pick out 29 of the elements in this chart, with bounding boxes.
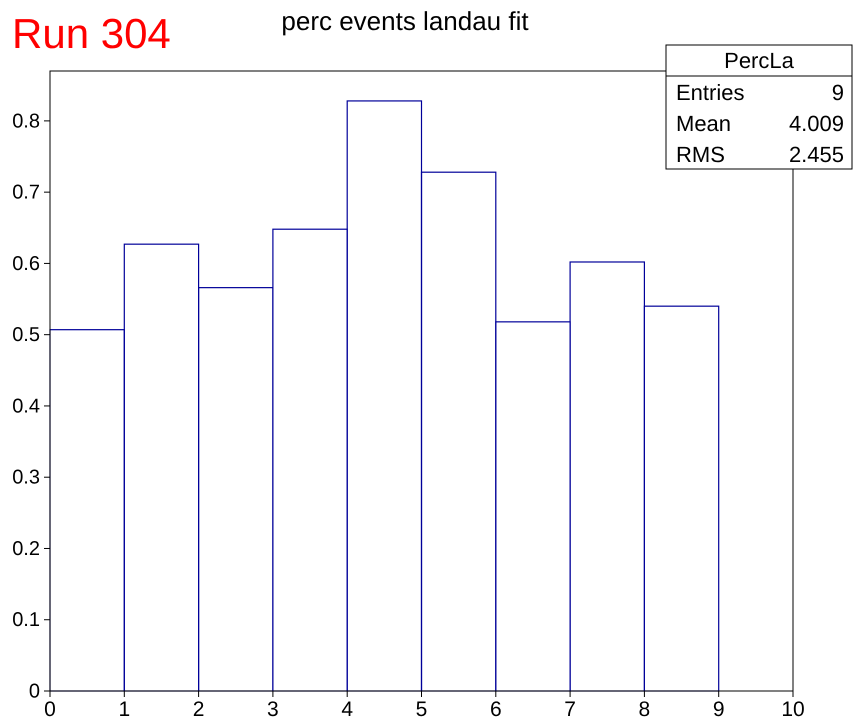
x-tick-label: 1 [118, 698, 130, 721]
y-tick-label: 0.3 [12, 466, 40, 489]
x-tick-label: 2 [192, 698, 204, 721]
y-tick-label: 0.4 [12, 395, 40, 418]
x-tick-label: 5 [416, 698, 428, 721]
y-tick-label: 0 [28, 680, 40, 702]
y-tick-label: 0.6 [12, 252, 40, 275]
y-tick-label: 0.7 [12, 182, 40, 204]
annotation: 2.455 [788, 142, 844, 167]
x-tick-label: 6 [490, 698, 502, 721]
x-tick-label: 10 [781, 698, 805, 721]
x-tick-label: 8 [638, 698, 650, 721]
x-tick-label: 0 [44, 698, 56, 721]
annotation: 4.009 [788, 111, 844, 136]
annotation: Entries [676, 80, 744, 105]
x-tick-label: 7 [564, 698, 576, 721]
text: 9 [832, 80, 844, 105]
x-tick-label: 3 [267, 698, 279, 721]
annotation: PercLa [724, 48, 795, 73]
y-tick-label: 0.2 [12, 538, 40, 560]
x-tick-label: 4 [341, 698, 354, 721]
y-tick-label: 0.8 [12, 110, 40, 132]
y-tick-label: 0.1 [12, 609, 40, 632]
annotation: Mean [676, 111, 732, 136]
y-tick-label: 0.5 [12, 324, 40, 346]
annotation: RMS [676, 142, 725, 167]
text: Run 304 [12, 10, 171, 57]
x-tick-label: 9 [712, 698, 725, 721]
chart-title: perc events landau fit [281, 6, 530, 36]
